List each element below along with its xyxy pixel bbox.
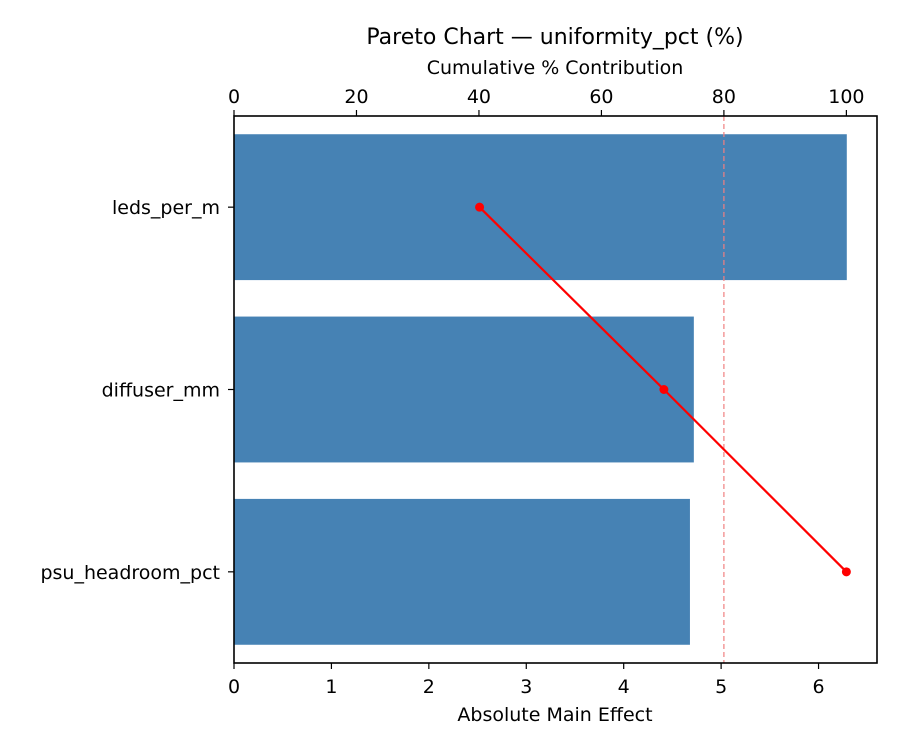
x2-tick-label: 0 — [228, 86, 240, 108]
bar-diffuser_mm — [234, 316, 694, 463]
x-tick-label: 2 — [423, 676, 435, 698]
x2-tick-label: 20 — [344, 86, 368, 108]
top-axis-label: Cumulative % Contribution — [427, 57, 684, 79]
y-tick-label: leds_per_m — [112, 197, 220, 219]
bottom-axis: 0 1 2 3 4 5 6 — [228, 663, 825, 698]
bar-series — [234, 134, 847, 645]
x2-tick-label: 40 — [467, 86, 491, 108]
y-axis: leds_per_m diffuser_mm psu_headroom_pct — [40, 197, 234, 584]
y-tick-label: psu_headroom_pct — [40, 562, 220, 584]
x2-tick-label: 100 — [828, 86, 864, 108]
cumulative-point-diffuser_mm — [659, 385, 669, 394]
x-tick-label: 4 — [618, 676, 630, 698]
bar-psu_headroom_pct — [234, 498, 690, 645]
x2-tick-label: 60 — [589, 86, 613, 108]
bar-leds_per_m — [234, 134, 847, 281]
y-tick-label: diffuser_mm — [102, 380, 220, 402]
bottom-axis-label: Absolute Main Effect — [457, 704, 652, 726]
cumulative-line-series — [475, 202, 851, 577]
cumulative-point-psu_headroom_pct — [841, 567, 851, 577]
x-tick-label: 3 — [520, 676, 532, 698]
chart-title: Pareto Chart — uniformity_pct (%) — [366, 25, 743, 50]
cumulative-point-leds_per_m — [475, 202, 485, 212]
x2-tick-label: 80 — [712, 86, 736, 108]
x-tick-label: 0 — [228, 676, 240, 698]
top-axis: 0 20 40 60 80 100 — [228, 86, 865, 116]
x-tick-label: 6 — [812, 676, 824, 698]
x-tick-label: 1 — [325, 676, 337, 698]
x-tick-label: 5 — [715, 676, 727, 698]
